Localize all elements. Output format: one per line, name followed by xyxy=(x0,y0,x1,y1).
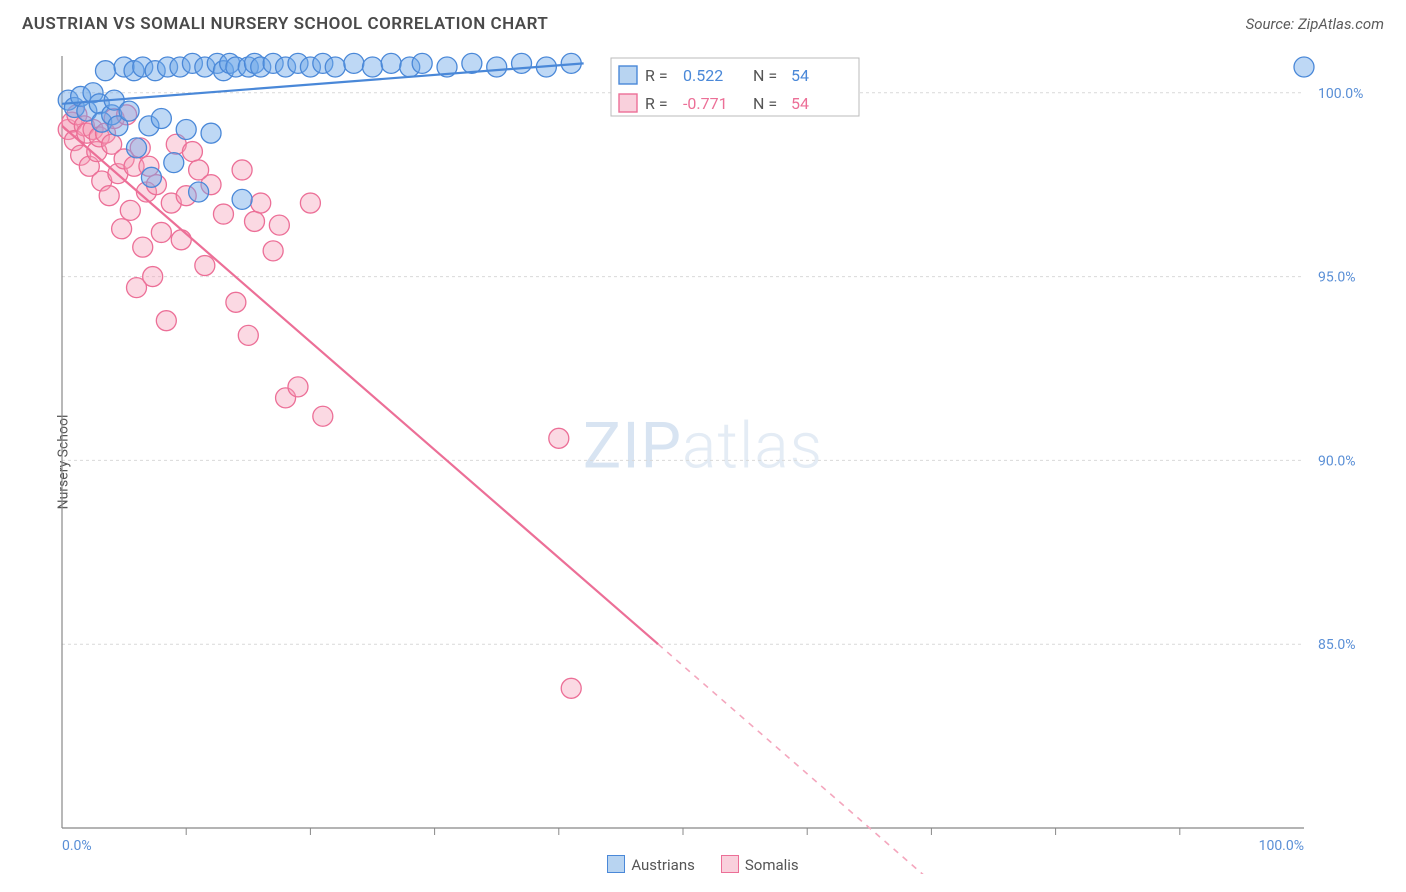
data-point xyxy=(156,311,176,331)
legend-label-somalis: Somalis xyxy=(745,856,799,874)
data-point xyxy=(182,142,202,162)
scatter-plot: 85.0% 90.0% 95.0% 100.0% 0.0% 100.0% R = 0.522 N… xyxy=(56,50,1384,874)
stats-swatch xyxy=(619,66,637,84)
data-point xyxy=(127,138,147,158)
data-point xyxy=(300,193,320,213)
stats-swatch xyxy=(619,94,637,112)
data-point xyxy=(232,189,252,209)
data-point xyxy=(238,325,258,345)
source-label: Source: ZipAtlas.com xyxy=(1246,15,1384,33)
y-tick-label: 85.0% xyxy=(1318,637,1356,653)
legend-item-somalis: Somalis xyxy=(721,855,799,874)
bottom-legend: Austrians Somalis xyxy=(22,855,1384,874)
chart-title: AUSTRIAN VS SOMALI NURSERY SCHOOL CORREL… xyxy=(22,14,548,34)
data-point xyxy=(143,267,163,287)
stats-r-value: 0.522 xyxy=(683,66,723,85)
legend-label-austrians: Austrians xyxy=(631,856,695,874)
data-point xyxy=(251,193,271,213)
chart-area: Nursery School ZIPatlas 85.0%90.0%95.0%1… xyxy=(22,50,1384,874)
data-point xyxy=(462,53,482,73)
data-point xyxy=(133,237,153,257)
trend-line xyxy=(62,126,658,644)
stats-n-label: N = xyxy=(753,94,777,113)
data-point xyxy=(112,219,132,239)
stats-n-label: N = xyxy=(753,66,777,85)
legend-swatch-blue xyxy=(607,855,625,873)
data-point xyxy=(120,200,140,220)
stats-r-value: -0.771 xyxy=(683,94,728,113)
data-point xyxy=(176,120,196,140)
data-point xyxy=(549,428,569,448)
data-point xyxy=(325,57,345,77)
y-tick-label: 95.0% xyxy=(1318,270,1356,286)
stats-r-label: R = xyxy=(645,94,668,113)
legend-item-austrians: Austrians xyxy=(607,855,695,874)
stats-n-value: 54 xyxy=(791,94,809,113)
data-point xyxy=(189,182,209,202)
stats-r-label: R = xyxy=(645,66,668,85)
y-tick-label: 100.0% xyxy=(1318,86,1363,102)
data-point xyxy=(344,53,364,73)
data-point xyxy=(245,211,265,231)
stats-n-value: 54 xyxy=(791,66,809,85)
data-point xyxy=(95,61,115,81)
data-point xyxy=(226,292,246,312)
data-point xyxy=(512,53,532,73)
data-point xyxy=(381,53,401,73)
data-point xyxy=(151,222,171,242)
x-tick-label: 100.0% xyxy=(1259,838,1304,854)
data-point xyxy=(201,123,221,143)
data-point xyxy=(363,57,383,77)
data-point xyxy=(269,215,289,235)
data-point xyxy=(164,153,184,173)
trend-line-extrapolated xyxy=(658,644,944,874)
data-point xyxy=(141,167,161,187)
data-point xyxy=(195,256,215,276)
data-point xyxy=(171,230,191,250)
legend-swatch-pink xyxy=(721,855,739,873)
data-point xyxy=(263,241,283,261)
y-tick-label: 90.0% xyxy=(1318,453,1356,469)
data-point xyxy=(487,57,507,77)
x-tick-label: 0.0% xyxy=(62,838,92,854)
data-point xyxy=(151,108,171,128)
data-point xyxy=(313,406,333,426)
data-point xyxy=(561,678,581,698)
data-point xyxy=(412,53,432,73)
data-point xyxy=(99,186,119,206)
data-point xyxy=(232,160,252,180)
data-point xyxy=(1294,57,1314,77)
data-point xyxy=(213,204,233,224)
data-point xyxy=(288,377,308,397)
data-point xyxy=(119,101,139,121)
